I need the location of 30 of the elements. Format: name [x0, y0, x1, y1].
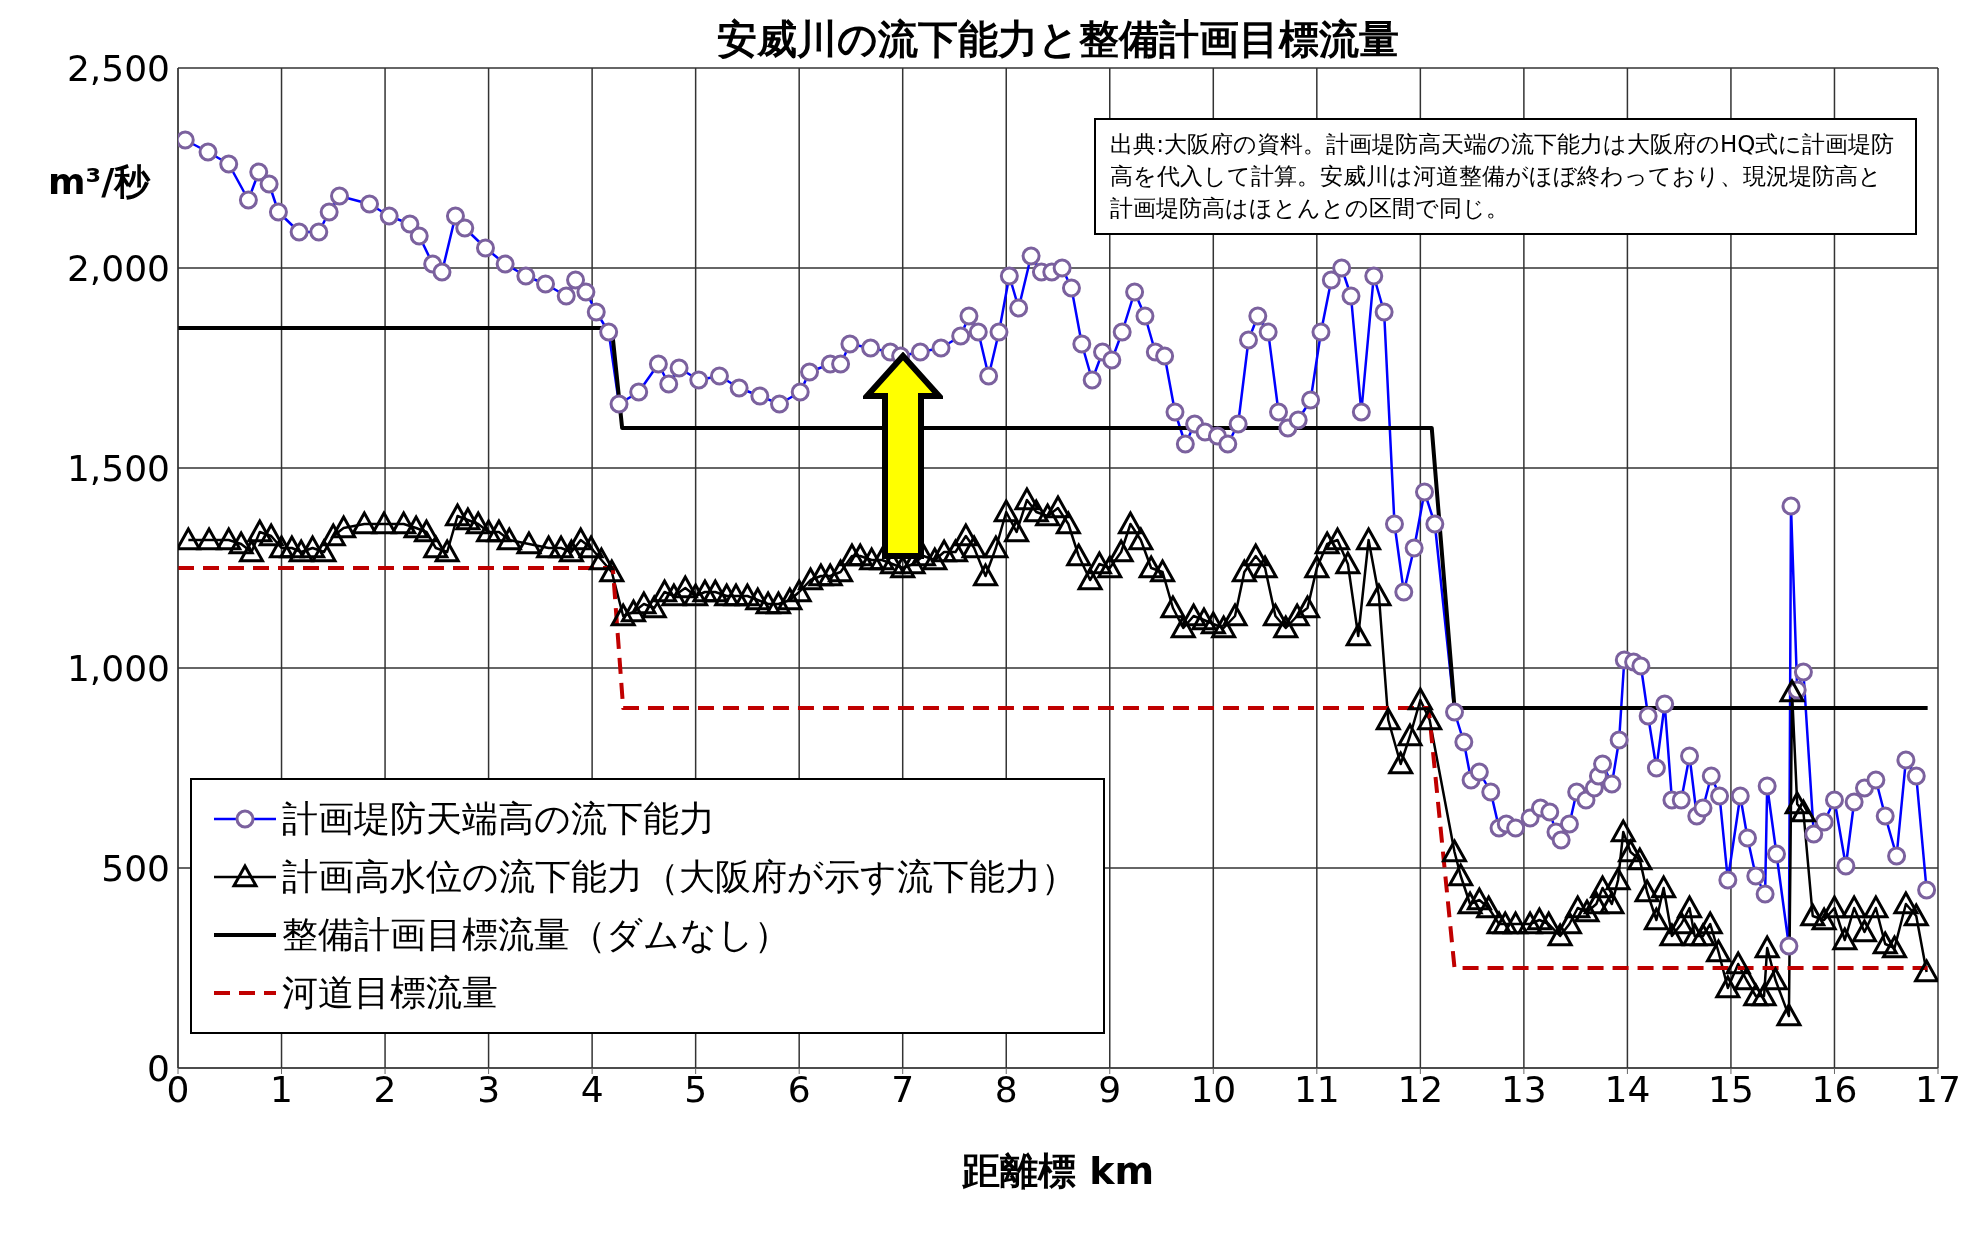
x-tick-label: 16: [1811, 1068, 1858, 1110]
x-tick-label: 13: [1500, 1068, 1547, 1110]
y-tick-label: 500: [101, 847, 170, 889]
legend-label: 整備計画目標流量（ダムなし）: [282, 912, 790, 957]
x-tick-label: 1: [270, 1068, 293, 1110]
y-axis-title: m³/秒: [48, 160, 151, 204]
x-tick-label: 4: [580, 1068, 604, 1110]
legend-label: 計画高水位の流下能力（大阪府が示す流下能力）: [282, 854, 1077, 899]
x-tick-label: 7: [891, 1068, 915, 1110]
legend-label: 河道目標流量: [282, 970, 498, 1015]
x-tick-label: 6: [787, 1068, 811, 1110]
y-tick-label: 2,000: [66, 247, 170, 289]
x-tick-label: 9: [1098, 1068, 1122, 1110]
x-tick-label: 15: [1708, 1068, 1754, 1110]
x-axis-title: 距離標 km: [960, 1148, 1156, 1195]
annotation: 出典:大阪府の資料。計画堤防高天端の流下能力は大阪府のHQ式に計画堤防高を代入して計算。安威川は河道整備がほぼ終わっており、現況堤防高と計画堤防高はほとんとの区間で同じ。: [1094, 118, 1918, 235]
x-tick-label: 10: [1190, 1068, 1237, 1110]
chart-title: 安威川の流下能力と整備計画目標流量: [716, 15, 1400, 64]
x-tick-label: 8: [994, 1068, 1018, 1110]
x-tick-label: 2: [373, 1068, 397, 1110]
x-tick-label: 3: [477, 1068, 501, 1110]
y-tick-label: 2,500: [66, 47, 170, 89]
x-tick-label: 12: [1397, 1068, 1444, 1110]
y-tick-label: 1,000: [66, 647, 170, 689]
x-tick-label: 14: [1604, 1068, 1651, 1110]
y-tick-label: 1,500: [66, 447, 170, 489]
legend-label: 計画堤防天端高の流下能力: [282, 796, 715, 841]
x-tick-label: 11: [1293, 1068, 1340, 1110]
x-tick-label: 17: [1915, 1068, 1961, 1110]
x-tick-label: 5: [684, 1068, 708, 1110]
